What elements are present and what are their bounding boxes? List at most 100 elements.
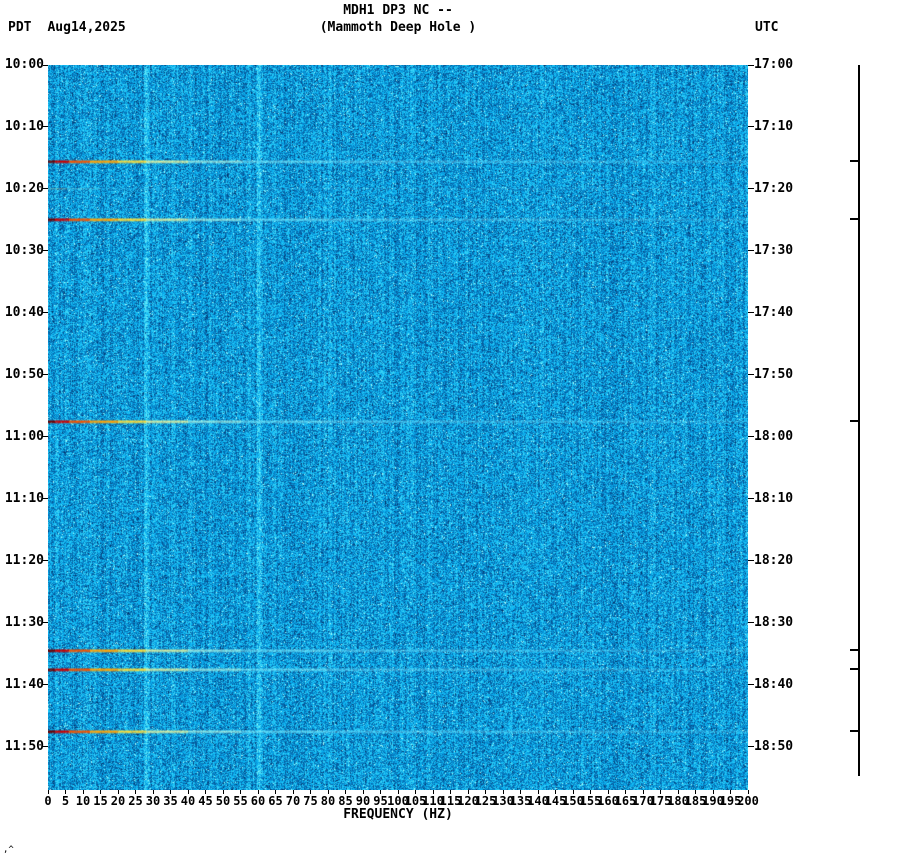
x-axis-tick <box>660 790 661 794</box>
corner-mark: ,^ <box>3 845 14 855</box>
y-axis-tick-right <box>748 746 754 748</box>
x-axis-label: 0 <box>44 794 52 808</box>
x-axis-tick <box>327 790 329 794</box>
x-axis-label: 100 <box>387 794 409 808</box>
y-axis-label-left: 10:50 <box>4 366 44 382</box>
x-axis-label: 60 <box>250 794 266 808</box>
timezone-right-label: UTC <box>755 20 779 35</box>
y-axis-label-left: 11:40 <box>4 676 44 692</box>
y-axis-label-right: 17:10 <box>754 118 794 134</box>
x-axis-tick <box>502 790 504 794</box>
x-axis-label: 75 <box>303 794 318 808</box>
x-axis-label: 155 <box>579 794 602 808</box>
x-axis-label: 110 <box>422 794 444 808</box>
header-left: PDT Aug14,2025 <box>8 20 126 35</box>
x-axis-tick <box>537 790 539 794</box>
y-axis-label-left: 10:00 <box>4 57 44 72</box>
x-axis-label: 5 <box>61 794 70 808</box>
y-axis-tick-right <box>748 126 754 128</box>
y-axis-tick-left <box>43 250 48 252</box>
x-axis-tick <box>240 790 241 794</box>
trace-event-tick <box>850 160 860 163</box>
y-axis-tick-left <box>43 436 48 438</box>
y-axis-label-right: 18:10 <box>754 490 794 506</box>
x-axis-tick <box>345 790 346 794</box>
station-subtitle: (Mammoth Deep Hole ) <box>319 20 477 35</box>
y-axis-label-left: 10:40 <box>4 304 44 320</box>
y-axis-label-right: 17:30 <box>754 242 794 258</box>
y-axis-label-right: 18:40 <box>754 676 794 692</box>
x-axis-label: 145 <box>544 794 567 808</box>
x-axis-label: 50 <box>215 794 231 808</box>
y-axis-tick-right <box>748 374 754 376</box>
x-axis-label: 180 <box>667 794 689 808</box>
y-axis-tick-right <box>748 560 754 562</box>
x-axis-tick <box>170 790 171 794</box>
x-axis-label: 15 <box>93 794 108 808</box>
y-axis-tick-right <box>748 684 754 686</box>
trace-event-tick <box>850 729 860 732</box>
x-axis-tick <box>397 790 399 794</box>
x-axis-tick <box>590 790 591 794</box>
y-axis-label-left: 11:10 <box>4 490 44 506</box>
x-axis-label: 175 <box>649 794 672 808</box>
x-axis-tick <box>747 790 749 794</box>
y-axis-tick-right <box>748 312 754 314</box>
x-axis-label: 80 <box>320 794 336 808</box>
x-axis-tick <box>520 790 521 794</box>
y-axis-label-right: 17:40 <box>754 304 794 320</box>
spectrogram-heatmap <box>48 65 748 790</box>
x-axis-label: 170 <box>632 794 654 808</box>
trace-event-tick <box>850 419 860 422</box>
x-axis-label: 40 <box>180 794 196 808</box>
x-axis-label: 65 <box>268 794 283 808</box>
x-axis-label: 45 <box>198 794 213 808</box>
x-axis-label: 185 <box>684 794 707 808</box>
x-axis-label: 85 <box>338 794 353 808</box>
x-axis-label: 20 <box>110 794 126 808</box>
x-axis-label: 25 <box>128 794 143 808</box>
x-axis-tick <box>47 790 49 794</box>
x-axis-tick <box>677 790 679 794</box>
x-axis-tick <box>572 790 574 794</box>
x-axis-tick <box>275 790 276 794</box>
x-axis-tick <box>625 790 626 794</box>
x-axis-label: 140 <box>527 794 549 808</box>
y-axis-label-left: 10:20 <box>4 180 44 196</box>
y-axis-tick-left <box>43 684 48 686</box>
x-axis-tick <box>695 790 696 794</box>
timezone-left-label: PDT <box>8 20 32 35</box>
x-axis-label: 55 <box>233 794 248 808</box>
y-axis-label-right: 18:00 <box>754 428 794 444</box>
x-axis-tick <box>257 790 259 794</box>
x-axis-title: FREQUENCY (HZ) <box>343 807 453 822</box>
x-axis-tick <box>607 790 609 794</box>
y-axis-tick-right <box>748 188 754 190</box>
trace-event-tick <box>850 667 860 670</box>
y-axis-label-right: 18:20 <box>754 552 794 568</box>
y-axis-tick-left <box>43 498 48 500</box>
x-axis-tick <box>205 790 206 794</box>
x-axis-tick <box>292 790 294 794</box>
x-axis-tick <box>485 790 486 794</box>
x-axis-label: 195 <box>719 794 742 808</box>
y-axis-tick-left <box>43 312 48 314</box>
y-axis-label-right: 17:00 <box>754 57 794 72</box>
y-axis-tick-right <box>748 436 754 438</box>
x-axis-label: 150 <box>562 794 584 808</box>
y-axis-label-left: 11:20 <box>4 552 44 568</box>
y-axis-tick-left <box>43 374 48 376</box>
y-axis-tick-left <box>43 560 48 562</box>
x-axis-label: 165 <box>614 794 637 808</box>
y-axis-label-left: 11:30 <box>4 614 44 630</box>
x-axis-tick <box>432 790 434 794</box>
y-axis-label-right: 17:50 <box>754 366 794 382</box>
x-axis-label: 30 <box>145 794 161 808</box>
x-axis-tick <box>222 790 224 794</box>
trace-event-tick <box>850 217 860 220</box>
x-axis-label: 200 <box>737 794 759 808</box>
x-axis-tick <box>152 790 154 794</box>
x-axis-tick <box>712 790 714 794</box>
x-axis-label: 70 <box>285 794 301 808</box>
